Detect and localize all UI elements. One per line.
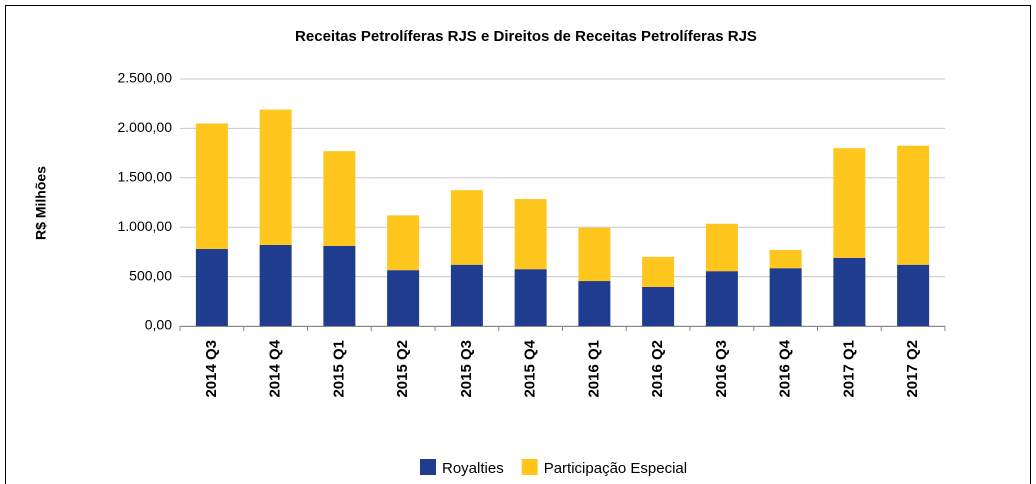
y-tick-label: 1.000,00 (118, 218, 173, 234)
bar-segment (705, 223, 738, 272)
x-tick-label: 2014 Q3 (203, 340, 220, 398)
x-tick-label: 2016 Q3 (713, 340, 730, 398)
bar-segment (323, 245, 356, 326)
x-tick-label: 2016 Q1 (585, 340, 602, 398)
frame (5, 5, 1031, 484)
bar-segment (259, 109, 292, 245)
legend-swatch (420, 459, 436, 475)
bar-segment (387, 215, 420, 271)
y-tick-label: 0,00 (145, 317, 172, 333)
y-axis-label: R$ Milhões (33, 166, 49, 240)
x-tick-label: 2014 Q4 (267, 339, 284, 397)
y-tick-label: 500,00 (129, 267, 172, 283)
bar-segment (769, 249, 802, 269)
x-tick-label: 2015 Q1 (330, 340, 347, 398)
bar-segment (450, 264, 483, 326)
bar-segment (387, 270, 420, 326)
y-tick-label: 1.500,00 (118, 169, 173, 185)
bar-segment (514, 199, 547, 270)
legend-label: Participação Especial (544, 460, 687, 477)
bar-segment (450, 190, 483, 265)
bar-segment (578, 227, 611, 282)
chart-title: Receitas Petrolíferas RJS e Direitos de … (295, 28, 757, 45)
bar-segment (323, 151, 356, 246)
x-tick-label: 2015 Q4 (522, 339, 539, 397)
bar-segment (769, 268, 802, 326)
bar-segment (897, 145, 930, 265)
x-tick-label: 2017 Q1 (840, 340, 857, 398)
x-tick-label: 2015 Q2 (394, 340, 411, 398)
bar-segment (642, 286, 675, 326)
bar-segment (642, 256, 675, 287)
legend-label: Royalties (442, 460, 504, 477)
x-tick-label: 2017 Q2 (904, 340, 921, 398)
bar-segment (833, 148, 866, 258)
y-tick-label: 2.500,00 (118, 70, 173, 86)
bar-segment (897, 264, 930, 326)
x-tick-label: 2016 Q2 (649, 340, 666, 398)
bar-segment (514, 269, 547, 326)
y-tick-label: 2.000,00 (118, 119, 173, 135)
bar-segment (578, 281, 611, 326)
x-tick-label: 2015 Q3 (458, 340, 475, 398)
bar-segment (195, 248, 228, 326)
legend-swatch (521, 459, 538, 475)
x-tick-label: 2016 Q4 (777, 339, 794, 397)
bar-segment (705, 271, 738, 326)
bar-segment (833, 257, 866, 326)
bar-segment (259, 244, 292, 326)
bar-segment (195, 123, 228, 249)
